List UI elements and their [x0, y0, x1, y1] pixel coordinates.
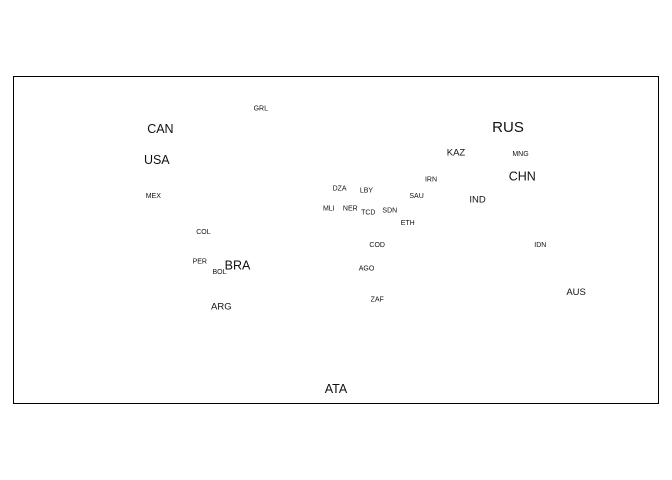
- point-label-idn: IDN: [534, 242, 546, 249]
- point-label-eth: ETH: [401, 220, 415, 227]
- point-label-aus: AUS: [566, 287, 586, 298]
- point-label-sau: SAU: [409, 193, 423, 200]
- country-labels: GRL CAN USA MEX RUS KAZ MNG CHN IRN SAU IND DZA LBY M…: [144, 106, 586, 396]
- point-label-can: CAN: [147, 122, 173, 136]
- point-label-cod: COD: [369, 242, 385, 249]
- point-label-zaf: ZAF: [371, 296, 384, 303]
- point-label-irn: IRN: [425, 177, 437, 184]
- point-label-arg: ARG: [211, 302, 232, 313]
- point-label-chn: CHN: [509, 169, 536, 183]
- point-label-per: PER: [193, 258, 207, 265]
- point-label-rus: RUS: [492, 119, 524, 136]
- point-label-sdn: SDN: [382, 207, 397, 214]
- point-label-kaz: KAZ: [447, 147, 466, 158]
- point-label-grl: GRL: [254, 106, 269, 113]
- plot-panel-border: [13, 76, 659, 404]
- point-label-col: COL: [196, 229, 211, 236]
- point-label-mli: MLI: [323, 206, 335, 213]
- point-label-ata: ATA: [325, 382, 348, 396]
- point-label-mng: MNG: [512, 151, 528, 158]
- point-label-ago: AGO: [359, 266, 375, 273]
- point-label-bra: BRA: [225, 258, 251, 272]
- point-label-ind: IND: [469, 195, 486, 206]
- point-label-dza: DZA: [333, 186, 347, 193]
- point-label-ner: NER: [343, 206, 358, 213]
- point-label-lby: LBY: [360, 187, 374, 194]
- point-label-tcd: TCD: [361, 209, 375, 216]
- point-label-usa: USA: [144, 153, 170, 167]
- point-label-mex: MEX: [146, 193, 162, 200]
- point-label-bol: BOL: [212, 269, 226, 276]
